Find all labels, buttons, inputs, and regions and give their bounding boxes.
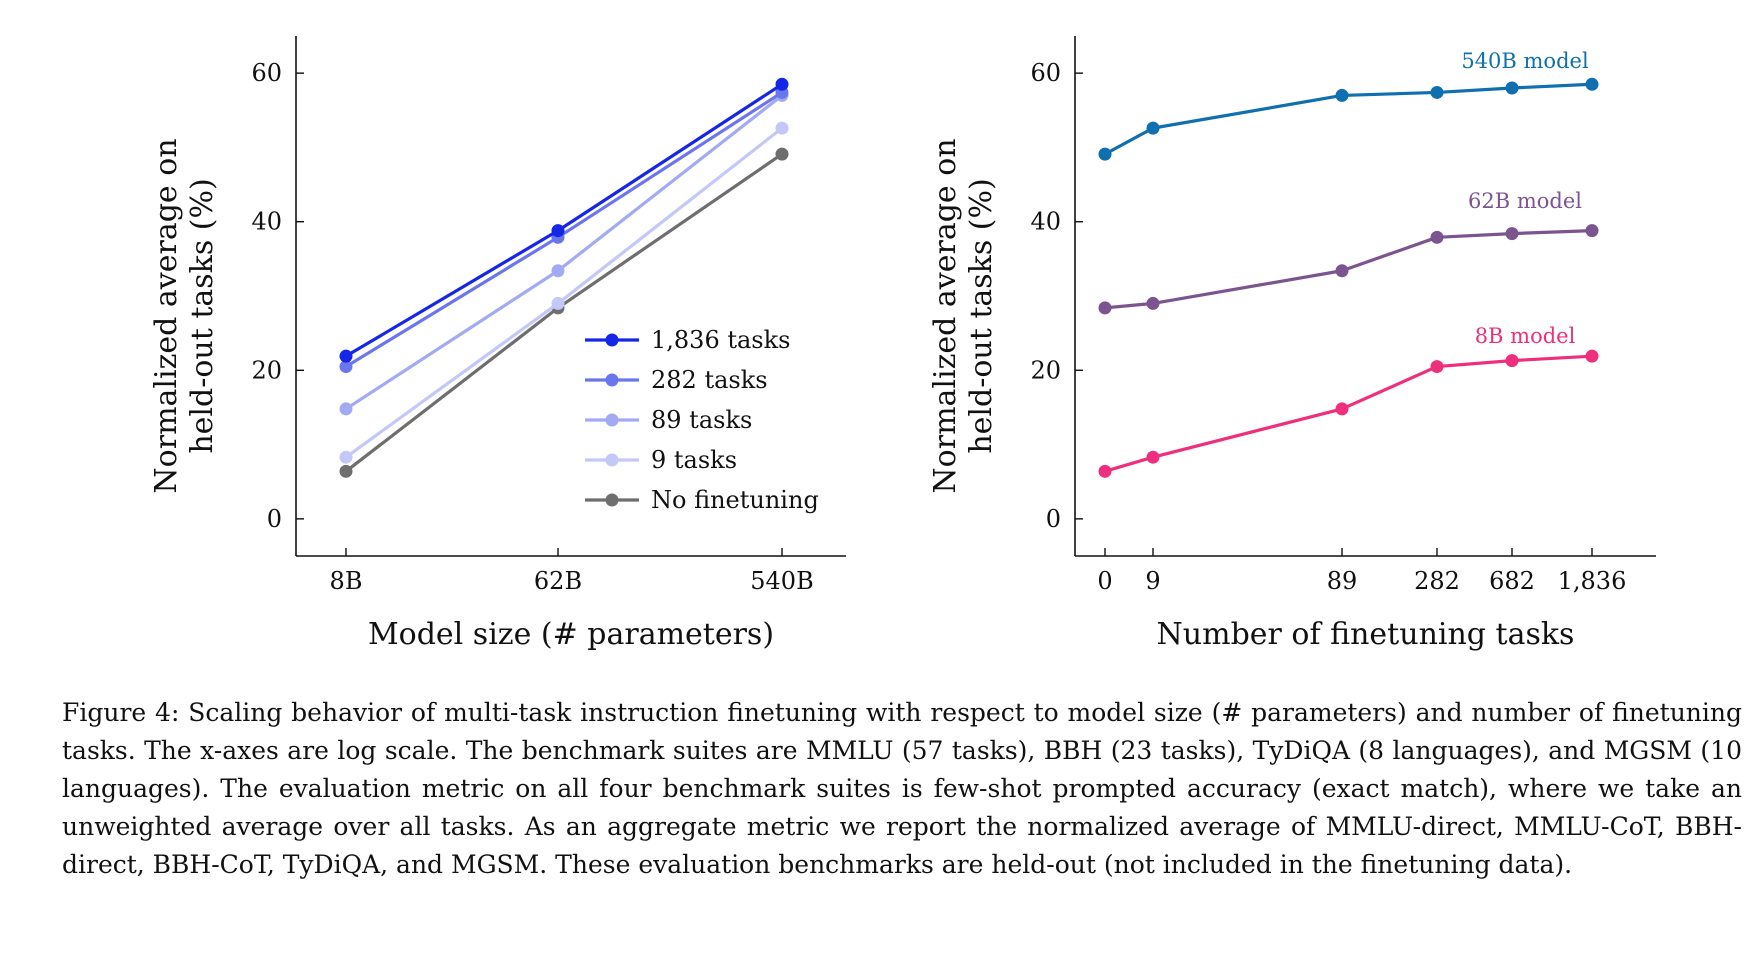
x-tick-label: 682	[1489, 567, 1535, 595]
data-point	[1146, 296, 1160, 310]
y-tick-label: 20	[1030, 356, 1061, 384]
x-tick-label: 282	[1414, 567, 1460, 595]
data-point	[339, 349, 353, 363]
y-axis-title-line: Normalized average on	[928, 138, 963, 493]
y-axis-title-line: held-out tasks (%)	[964, 178, 999, 453]
x-tick-label: 540B	[750, 567, 813, 595]
data-point	[1505, 227, 1519, 241]
data-point	[339, 360, 353, 374]
y-axis-title-line: Normalized average on	[149, 138, 184, 493]
chart-model-size: 0 20 40 60 8B 62B 540B Model size (# parameters…	[149, 36, 846, 652]
x-tick-label: 8B	[330, 567, 363, 595]
data-point	[1430, 85, 1444, 99]
y-tick-label: 40	[1030, 208, 1061, 236]
data-point	[339, 450, 353, 464]
data-point	[1585, 224, 1599, 238]
legend-label: 89 tasks	[651, 406, 752, 434]
data-point	[1585, 77, 1599, 91]
series-label: 62B model	[1468, 189, 1582, 213]
figure-charts: 0 20 40 60 8B 62B 540B Model size (# parameters…	[149, 36, 1656, 652]
x-tick-label: 89	[1327, 567, 1358, 595]
series-line	[345, 82, 783, 358]
figure-caption: Figure 4: Scaling behavior of multi-task…	[62, 694, 1742, 884]
y-tick-label: 60	[251, 59, 282, 87]
legend-label: 9 tasks	[651, 446, 737, 474]
data-point	[551, 296, 565, 310]
series-label: 8B model	[1475, 324, 1576, 348]
x-axis-title: Number of finetuning tasks	[1157, 617, 1575, 652]
data-point	[1146, 450, 1160, 464]
y-axis-title: Normalized average onheld-out tasks (%)	[149, 138, 220, 493]
y-tick-label: 0	[1046, 505, 1061, 533]
data-point	[775, 147, 789, 161]
series-line	[1104, 354, 1593, 473]
legend-swatch-marker	[605, 493, 619, 507]
y-axis-title-line: held-out tasks (%)	[185, 178, 220, 453]
legend-swatch-marker	[605, 333, 619, 347]
y-tick-label: 40	[251, 208, 282, 236]
data-point	[1146, 121, 1160, 135]
legend: 1,836 tasks 282 tasks 89 tasks 9 tasks No fi…	[585, 326, 819, 514]
data-point	[1335, 264, 1349, 278]
y-tick-label: 60	[1030, 59, 1061, 87]
x-tick-label: 0	[1097, 567, 1112, 595]
legend-swatch-marker	[605, 373, 619, 387]
data-point	[1430, 360, 1444, 374]
data-point	[1098, 464, 1112, 478]
legend-swatch-marker	[605, 453, 619, 467]
data-point	[775, 121, 789, 135]
data-point	[1098, 301, 1112, 315]
legend-swatch-marker	[605, 413, 619, 427]
legend-label: No finetuning	[651, 486, 819, 514]
data-point	[551, 224, 565, 238]
data-point	[1335, 402, 1349, 416]
data-point	[1098, 147, 1112, 161]
x-axis-title: Model size (# parameters)	[368, 617, 774, 652]
data-point	[1585, 349, 1599, 363]
legend-label: 282 tasks	[651, 366, 768, 394]
x-tick-label: 1,836	[1558, 567, 1627, 595]
y-axis-title: Normalized average onheld-out tasks (%)	[928, 138, 999, 493]
series-label: 540B model	[1461, 49, 1589, 73]
data-point	[1430, 230, 1444, 244]
data-point	[1505, 81, 1519, 95]
data-point	[339, 402, 353, 416]
x-tick-label: 62B	[534, 567, 582, 595]
chart-finetuning-tasks: 0 20 40 60 0 9 89 282 682 1,836 Number of finetuni…	[928, 36, 1656, 652]
data-point	[775, 77, 789, 91]
series-line	[345, 94, 783, 411]
caption-text: Figure 4: Scaling behavior of multi-task…	[62, 698, 1742, 879]
series-line	[1104, 229, 1593, 310]
y-tick-label: 20	[251, 356, 282, 384]
y-tick-label: 0	[267, 505, 282, 533]
legend-label: 1,836 tasks	[651, 326, 790, 354]
x-tick-label: 9	[1145, 567, 1160, 595]
data-point	[1335, 88, 1349, 102]
data-point	[551, 264, 565, 278]
data-point	[339, 464, 353, 478]
series-line	[1104, 82, 1593, 156]
data-point	[1505, 354, 1519, 368]
